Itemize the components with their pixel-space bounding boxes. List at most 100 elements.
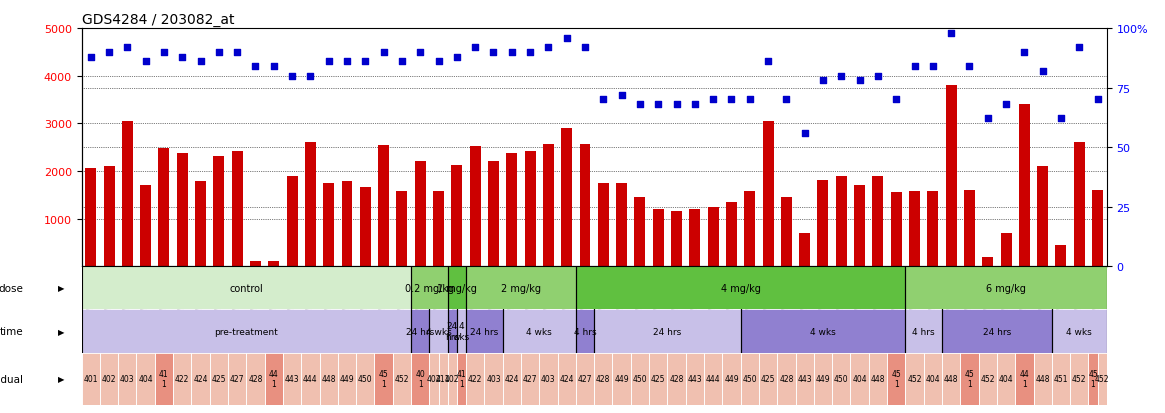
Text: 4 wks: 4 wks xyxy=(810,327,835,336)
Point xyxy=(539,45,558,51)
Bar xyxy=(690,209,700,266)
FancyBboxPatch shape xyxy=(979,353,997,405)
Point xyxy=(502,50,521,56)
Bar xyxy=(579,145,591,266)
FancyBboxPatch shape xyxy=(246,353,264,405)
Text: 428: 428 xyxy=(779,374,793,383)
Point xyxy=(429,59,447,66)
FancyBboxPatch shape xyxy=(411,310,430,353)
Point xyxy=(100,50,119,56)
FancyBboxPatch shape xyxy=(539,353,558,405)
Text: 24 hrs: 24 hrs xyxy=(407,327,435,336)
Text: 427: 427 xyxy=(578,374,592,383)
FancyBboxPatch shape xyxy=(576,353,594,405)
Point xyxy=(393,59,411,66)
Point xyxy=(1052,116,1071,123)
Text: 444: 444 xyxy=(706,374,720,383)
FancyBboxPatch shape xyxy=(1052,353,1071,405)
Bar xyxy=(707,207,719,266)
Text: 24 hrs: 24 hrs xyxy=(471,327,499,336)
FancyBboxPatch shape xyxy=(283,353,302,405)
Bar xyxy=(1037,167,1048,266)
FancyBboxPatch shape xyxy=(869,353,887,405)
FancyBboxPatch shape xyxy=(630,353,649,405)
Text: pre-treatment: pre-treatment xyxy=(214,327,278,336)
Bar xyxy=(562,129,572,266)
FancyBboxPatch shape xyxy=(447,266,466,310)
FancyBboxPatch shape xyxy=(174,353,191,405)
Text: ▶: ▶ xyxy=(57,327,64,336)
FancyBboxPatch shape xyxy=(393,353,411,405)
Point xyxy=(319,59,338,66)
FancyBboxPatch shape xyxy=(264,353,283,405)
Text: 24
hrs: 24 hrs xyxy=(445,322,459,341)
Point xyxy=(997,102,1016,108)
Point xyxy=(594,97,613,104)
Text: 452: 452 xyxy=(1072,374,1087,383)
Text: 425: 425 xyxy=(212,374,226,383)
Text: 44
1: 44 1 xyxy=(269,369,278,389)
FancyBboxPatch shape xyxy=(997,353,1015,405)
Point xyxy=(374,50,393,56)
FancyBboxPatch shape xyxy=(576,310,594,353)
FancyBboxPatch shape xyxy=(594,353,613,405)
Text: 448: 448 xyxy=(944,374,959,383)
Point xyxy=(411,50,430,56)
FancyBboxPatch shape xyxy=(374,353,393,405)
Point xyxy=(1088,97,1107,104)
Text: 4 hrs: 4 hrs xyxy=(573,327,596,336)
FancyBboxPatch shape xyxy=(338,353,356,405)
FancyBboxPatch shape xyxy=(704,353,722,405)
Text: 422: 422 xyxy=(175,374,190,383)
Text: 428: 428 xyxy=(248,374,262,383)
Point xyxy=(832,73,850,80)
Bar xyxy=(195,182,206,266)
Bar xyxy=(213,156,225,266)
Bar xyxy=(891,193,902,266)
Text: 428: 428 xyxy=(670,374,684,383)
Point xyxy=(979,116,997,123)
Text: 4 mg/kg: 4 mg/kg xyxy=(721,283,761,293)
FancyBboxPatch shape xyxy=(1033,353,1052,405)
FancyBboxPatch shape xyxy=(466,310,502,353)
Text: 4 wks: 4 wks xyxy=(527,327,552,336)
Point xyxy=(1015,50,1033,56)
Text: 452: 452 xyxy=(395,374,409,383)
FancyBboxPatch shape xyxy=(942,353,960,405)
FancyBboxPatch shape xyxy=(430,353,438,405)
Point xyxy=(118,45,136,51)
FancyBboxPatch shape xyxy=(411,353,430,405)
Point xyxy=(887,97,905,104)
Text: 403: 403 xyxy=(486,374,501,383)
Text: 452: 452 xyxy=(908,374,922,383)
Point xyxy=(722,97,741,104)
Bar xyxy=(835,176,847,266)
Point xyxy=(466,45,485,51)
Text: 404: 404 xyxy=(925,374,940,383)
Bar xyxy=(122,121,133,266)
Text: 4 wks: 4 wks xyxy=(425,327,451,336)
FancyBboxPatch shape xyxy=(668,353,686,405)
Bar xyxy=(341,182,353,266)
Bar xyxy=(543,145,553,266)
Bar xyxy=(379,145,389,266)
Text: 449: 449 xyxy=(340,374,354,383)
Point xyxy=(172,54,191,61)
Point xyxy=(1069,45,1088,51)
Text: ▶: ▶ xyxy=(57,284,64,292)
Text: 45
1: 45 1 xyxy=(379,369,388,389)
Text: 0.2 mg/kg: 0.2 mg/kg xyxy=(404,283,454,293)
FancyBboxPatch shape xyxy=(191,353,210,405)
Text: 40
1: 40 1 xyxy=(416,369,425,389)
Point xyxy=(813,78,832,85)
Text: 422: 422 xyxy=(468,374,482,383)
Text: 45
1: 45 1 xyxy=(1088,369,1097,389)
Bar xyxy=(287,176,297,266)
Point xyxy=(301,73,319,80)
Bar xyxy=(873,176,883,266)
FancyBboxPatch shape xyxy=(960,353,979,405)
Point xyxy=(869,73,888,80)
Bar xyxy=(1092,190,1103,266)
Text: 404: 404 xyxy=(853,374,867,383)
Text: time: time xyxy=(0,326,23,336)
